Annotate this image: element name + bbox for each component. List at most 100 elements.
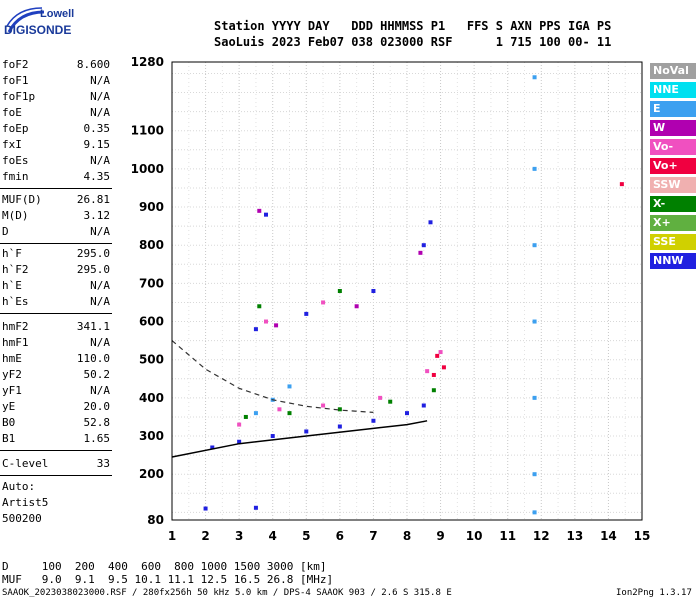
x-tick-label: 9 bbox=[436, 529, 444, 543]
data-point bbox=[253, 505, 258, 510]
y-tick-label: 400 bbox=[139, 391, 164, 405]
param-label: C-level bbox=[2, 457, 49, 470]
data-point bbox=[371, 289, 376, 293]
profile-trace-curve bbox=[171, 420, 428, 458]
parameter-panel: foF2 8.600 foF1 N/A foF1p N/A foE N/A foEp 0.… bbox=[0, 0, 120, 540]
param-row: B0 52.8 bbox=[2, 416, 110, 432]
footer-file-line: SAAOK_2023038023000.RSF / 280fx256h 50 k… bbox=[2, 588, 452, 598]
data-point bbox=[421, 403, 426, 408]
param-label: MUF(D) bbox=[2, 193, 42, 206]
param-row: fxI 9.15 bbox=[2, 138, 110, 154]
param-row: C-level 33 bbox=[2, 457, 110, 473]
param-row: foF1p N/A bbox=[2, 90, 110, 106]
param-value: N/A bbox=[90, 225, 110, 238]
data-point bbox=[619, 182, 624, 187]
chart-tick-labels: 1 2 3 4 5 6 7 8 9 10 11 12 13 14 158020030040050060070… bbox=[131, 55, 651, 543]
data-point bbox=[304, 311, 309, 316]
param-label: h`F2 bbox=[2, 263, 29, 276]
param-row: hmF1 N/A bbox=[2, 336, 110, 352]
data-point bbox=[257, 208, 262, 213]
param-label: B1 bbox=[2, 432, 16, 445]
param-row: yF2 50.2 bbox=[2, 368, 110, 384]
data-point bbox=[270, 434, 275, 439]
param-label: M(D) bbox=[2, 209, 29, 222]
data-point bbox=[532, 75, 537, 80]
param-value: 3.12 bbox=[83, 209, 111, 222]
legend-item-nne: NNE bbox=[650, 82, 696, 98]
param-label: foEs bbox=[2, 154, 29, 167]
param-label: fxI bbox=[2, 138, 22, 151]
y-tick-label: 1000 bbox=[131, 162, 164, 176]
legend-item-nnw: NNW bbox=[650, 253, 696, 269]
auto-code: 500200 bbox=[2, 512, 42, 525]
param-value: 341.1 bbox=[76, 320, 110, 333]
param-value: 8.600 bbox=[76, 58, 110, 71]
param-row: yF1 N/A bbox=[2, 384, 110, 400]
x-tick-label: 7 bbox=[369, 529, 377, 543]
data-point bbox=[253, 327, 258, 332]
auto-label: Auto: bbox=[2, 480, 36, 493]
data-point bbox=[532, 166, 537, 171]
ionogram-chart: 1 2 3 4 5 6 7 8 9 10 11 12 13 14 158020030040050060070… bbox=[131, 55, 651, 543]
y-tick-label: 800 bbox=[139, 238, 164, 252]
data-point bbox=[532, 510, 537, 515]
param-row: foF2 8.600 bbox=[2, 58, 110, 74]
param-value: 110.0 bbox=[76, 352, 110, 365]
param-row: foEp 0.35 bbox=[2, 122, 110, 138]
param-label: B0 bbox=[2, 416, 16, 429]
data-point bbox=[277, 407, 282, 412]
legend-item-noval: NoVal bbox=[650, 63, 696, 79]
param-value: 4.35 bbox=[83, 170, 111, 183]
legend-item-vo-minus: Vo- bbox=[650, 139, 696, 155]
param-label: h`E bbox=[2, 279, 22, 292]
data-point bbox=[431, 372, 436, 377]
x-tick-label: 15 bbox=[634, 529, 651, 543]
x-tick-label: 1 bbox=[168, 529, 176, 543]
param-value: 9.15 bbox=[83, 138, 111, 151]
data-point bbox=[532, 395, 537, 400]
y-tick-label: 700 bbox=[139, 276, 164, 290]
param-row: h`F 295.0 bbox=[2, 247, 110, 263]
param-value: 295.0 bbox=[76, 247, 110, 260]
y-tick-label: 200 bbox=[139, 467, 164, 481]
param-label: yF1 bbox=[2, 384, 22, 397]
param-row: h`E N/A bbox=[2, 279, 110, 295]
data-point bbox=[264, 212, 268, 217]
data-point bbox=[378, 395, 383, 400]
data-point bbox=[304, 429, 309, 434]
y-tick-label: 600 bbox=[139, 315, 164, 329]
data-point bbox=[243, 414, 248, 419]
header-line2: SaoLuis 2023 Feb07 038 023000 RSF 1 715 … bbox=[214, 35, 612, 49]
param-label: foF1 bbox=[2, 74, 29, 87]
param-value: 52.8 bbox=[83, 416, 111, 429]
param-label: h`F bbox=[2, 247, 22, 260]
param-row: foF1 N/A bbox=[2, 74, 110, 90]
x-tick-label: 11 bbox=[499, 529, 516, 543]
footer-version: Ion2Png 1.3.17 bbox=[616, 588, 692, 598]
data-point bbox=[441, 365, 446, 370]
data-point bbox=[431, 388, 436, 393]
divider bbox=[0, 188, 112, 189]
legend-item-w: W bbox=[650, 120, 696, 136]
param-row: fmin 4.35 bbox=[2, 170, 110, 186]
param-label: hmF2 bbox=[2, 320, 29, 333]
param-value: N/A bbox=[90, 336, 110, 349]
param-value: 0.35 bbox=[83, 122, 111, 135]
param-row: hmF2 341.1 bbox=[2, 320, 110, 336]
data-point bbox=[388, 399, 393, 404]
x-tick-label: 4 bbox=[269, 529, 277, 543]
data-point bbox=[428, 220, 433, 225]
divider bbox=[0, 475, 112, 476]
param-label: D bbox=[2, 225, 9, 238]
x-tick-label: 10 bbox=[466, 529, 483, 543]
data-point bbox=[418, 250, 423, 255]
param-row: yE 20.0 bbox=[2, 400, 110, 416]
logo-line1: Lowell bbox=[40, 8, 75, 20]
data-point bbox=[532, 243, 537, 248]
param-value: 1.65 bbox=[83, 432, 111, 445]
data-point bbox=[253, 411, 258, 416]
header-line1: Station YYYY DAY DDD HHMMSS P1 FFS S AXN… bbox=[214, 19, 612, 33]
legend-item-sse: SSE bbox=[650, 234, 696, 250]
y-tick-label: 80 bbox=[147, 513, 164, 527]
divider bbox=[0, 450, 112, 451]
